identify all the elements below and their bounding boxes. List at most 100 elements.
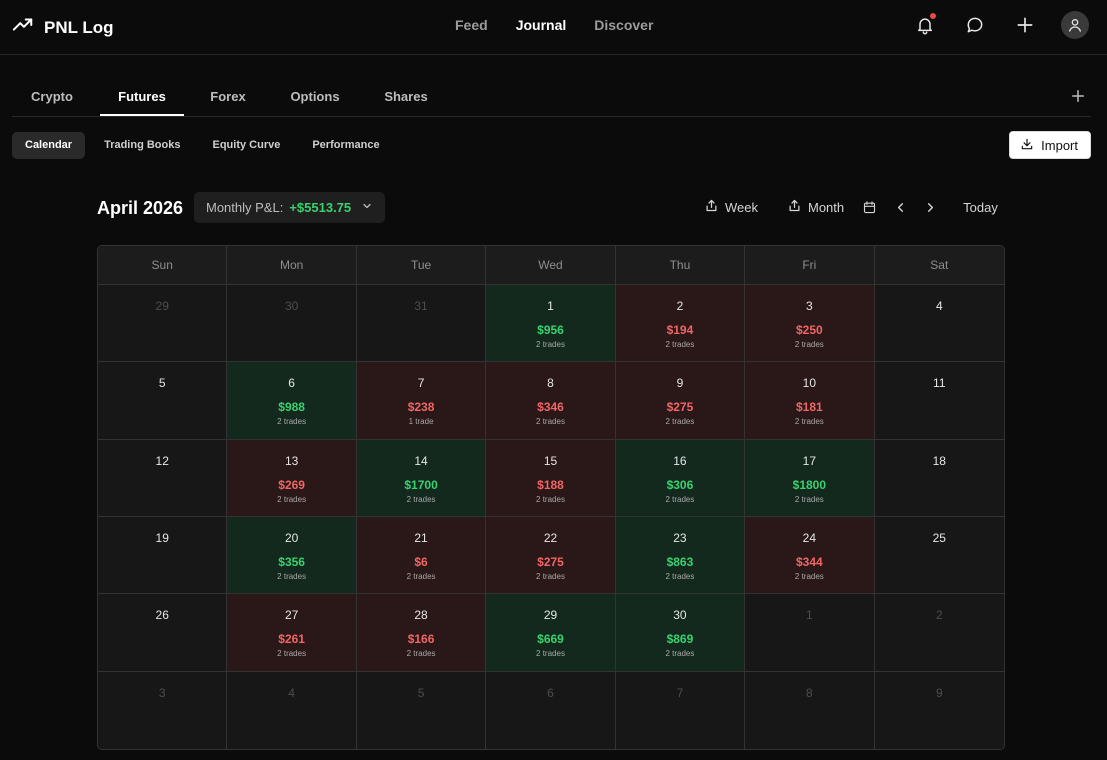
calendar-day-cell[interactable]: 7 $238 1 trade — [356, 362, 487, 440]
calendar-day-cell[interactable]: 5 — [356, 671, 487, 749]
calendar-view-controls: Week Month Today — [704, 198, 998, 216]
day-pnl: $275 — [537, 555, 564, 569]
tab-calendar[interactable]: Calendar — [12, 132, 86, 159]
day-trade-count: 2 trades — [536, 649, 565, 659]
day-pnl: $181 — [796, 400, 823, 415]
calendar-day-cell[interactable]: 20 $356 2 trades — [227, 517, 357, 595]
calendar-day-cell[interactable]: 1 $956 2 trades — [486, 285, 616, 363]
calendar-day-cell[interactable]: 6 — [486, 671, 616, 749]
calendar-day-cell[interactable]: 2 — [874, 594, 1004, 672]
calendar-day-cell[interactable]: 19 — [98, 517, 228, 595]
calendar-day-cell[interactable]: 21 $6 2 trades — [356, 517, 487, 595]
chat-bubble-icon[interactable] — [961, 11, 989, 39]
calendar-day-cell[interactable]: 30 — [227, 285, 357, 363]
calendar-picker-icon[interactable] — [862, 200, 877, 215]
brand[interactable]: PNL Log — [12, 14, 114, 41]
tab-equity-curve[interactable]: Equity Curve — [212, 139, 281, 151]
calendar-day-cell[interactable]: 17 $1800 2 trades — [745, 439, 875, 517]
day-number: 5 — [158, 376, 166, 391]
tab-futures[interactable]: Futures — [100, 78, 184, 116]
user-icon[interactable] — [1061, 11, 1089, 39]
today-label: Today — [963, 199, 998, 215]
day-number: 29 — [155, 299, 169, 313]
share-month-button[interactable]: Month — [787, 198, 844, 216]
chevron-down-icon — [357, 200, 373, 215]
calendar-day-cell[interactable]: 1 — [745, 594, 875, 672]
tab-performance[interactable]: Performance — [312, 139, 380, 151]
calendar-day-cell[interactable]: 22 $275 2 trades — [486, 517, 616, 595]
nav-journal[interactable]: Journal — [515, 17, 567, 33]
calendar-day-cell[interactable]: 23 $863 2 trades — [615, 517, 746, 595]
day-pnl: $988 — [278, 400, 305, 415]
calendar-day-cell[interactable]: 30 $869 2 trades — [615, 594, 746, 672]
calendar-day-cell[interactable]: 8 — [745, 671, 875, 749]
bell-icon[interactable] — [911, 11, 939, 39]
calendar-day-cell[interactable]: 8 $346 2 trades — [486, 362, 616, 440]
day-trade-count: 2 trades — [277, 417, 307, 427]
calendar-day-cell[interactable]: 3 — [98, 671, 228, 749]
calendar-day-cell[interactable]: 28 $166 2 trades — [356, 594, 487, 672]
chevron-right-icon[interactable] — [923, 200, 938, 215]
calendar-day-cell[interactable]: 26 — [98, 594, 228, 672]
day-number: 20 — [284, 531, 299, 545]
tab-shares[interactable]: Shares — [384, 89, 428, 104]
calendar-day-cell[interactable]: 14 $1700 2 trades — [356, 439, 487, 517]
calendar-day-cell[interactable]: 13 $269 2 trades — [227, 439, 357, 517]
day-number: 8 — [547, 376, 554, 391]
day-number: 16 — [673, 453, 687, 468]
day-pnl: $166 — [407, 632, 435, 647]
calendar-day-cell[interactable]: 18 — [874, 439, 1004, 517]
calendar-day-cell[interactable]: 9 $275 2 trades — [615, 362, 746, 440]
day-number: 17 — [802, 453, 817, 468]
day-trade-count: 2 trades — [536, 572, 565, 581]
day-trade-count: 2 trades — [277, 572, 307, 581]
day-trade-count: 2 trades — [794, 417, 824, 427]
chevron-left-icon[interactable] — [893, 200, 908, 215]
day-number: 18 — [932, 453, 946, 468]
calendar-day-cell[interactable]: 24 $344 2 trades — [745, 517, 875, 595]
tab-crypto[interactable]: Crypto — [31, 89, 73, 104]
calendar-day-cell[interactable]: 11 — [874, 362, 1004, 440]
calendar-day-cell[interactable]: 27 $261 2 trades — [227, 594, 357, 672]
day-of-week-header: Sun — [98, 246, 228, 285]
calendar-day-cell[interactable]: 31 — [356, 285, 487, 363]
calendar-day-cell[interactable]: 4 — [874, 285, 1004, 363]
day-number: 9 — [676, 376, 684, 391]
calendar-day-cell[interactable]: 7 — [615, 671, 746, 749]
calendar-day-cell[interactable]: 25 — [874, 517, 1004, 595]
day-number: 4 — [288, 685, 295, 700]
share-week-button[interactable]: Week — [704, 198, 758, 216]
day-number: 6 — [547, 685, 554, 700]
plus-icon[interactable] — [1011, 11, 1039, 39]
day-pnl: $1800 — [792, 477, 827, 492]
day-number: 22 — [543, 531, 558, 545]
nav-discover[interactable]: Discover — [594, 17, 654, 33]
day-number: 23 — [673, 531, 687, 545]
calendar-day-cell[interactable]: 16 $306 2 trades — [615, 439, 746, 517]
calendar-day-cell[interactable]: 3 $250 2 trades — [745, 285, 875, 363]
tab-options[interactable]: Options — [290, 89, 340, 104]
monthly-pnl-dropdown[interactable]: Monthly P&L: +$5513.75 — [194, 192, 386, 223]
calendar-day-cell[interactable]: 29 — [98, 285, 228, 363]
calendar-day-cell[interactable]: 12 — [98, 439, 228, 517]
week-label: Week — [725, 199, 758, 215]
calendar-day-cell[interactable]: 9 — [874, 671, 1004, 749]
day-number: 29 — [543, 608, 558, 623]
calendar-day-cell[interactable]: 10 $181 2 trades — [745, 362, 875, 440]
calendar-day-cell[interactable]: 2 $194 2 trades — [615, 285, 746, 363]
calendar-day-cell[interactable]: 29 $669 2 trades — [486, 594, 616, 672]
calendar-day-cell[interactable]: 6 $988 2 trades — [227, 362, 357, 440]
calendar-day-cell[interactable]: 5 — [98, 362, 228, 440]
day-number: 2 — [676, 299, 684, 313]
import-button[interactable]: Import — [1009, 131, 1091, 159]
add-tab-plus-icon[interactable] — [1069, 87, 1087, 105]
tab-trading-books[interactable]: Trading Books — [104, 139, 181, 151]
nav-feed[interactable]: Feed — [455, 17, 488, 33]
today-button[interactable]: Today — [963, 200, 998, 215]
day-of-week-header: Mon — [227, 246, 357, 285]
calendar-day-cell[interactable]: 4 — [227, 671, 357, 749]
day-number: 13 — [284, 453, 299, 468]
tab-forex[interactable]: Forex — [210, 89, 246, 104]
share-icon — [704, 198, 719, 216]
calendar-day-cell[interactable]: 15 $188 2 trades — [486, 439, 616, 517]
